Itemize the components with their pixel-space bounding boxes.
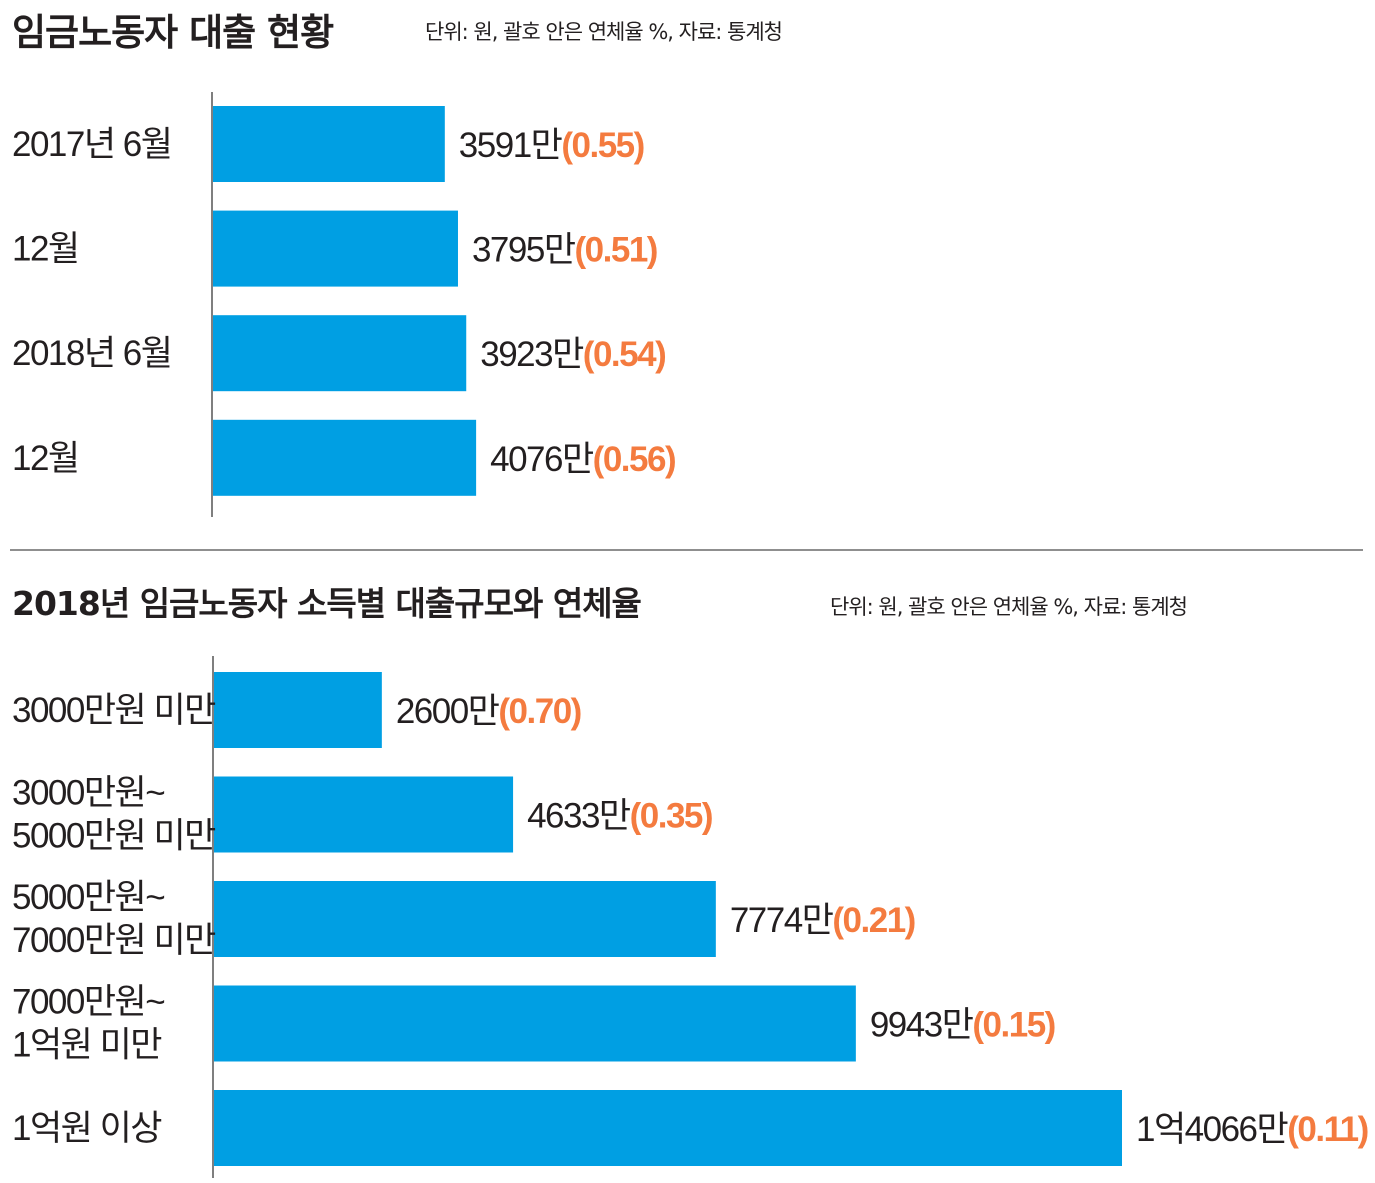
chart2-delinquency-rate-label: (0.15) [972, 1006, 1054, 1045]
chart1-bar [213, 315, 467, 392]
chart2-data-label: 2600만(0.70) [396, 692, 581, 731]
chart2-category-label: 1억원 미만 [12, 1026, 161, 1065]
chart1-category-label: 12월 [12, 230, 79, 269]
chart1-unit-source-note: 단위: 원, 괄호 안은 연체율 %, 자료: 통계청 [425, 20, 783, 44]
chart1-data-label: 3795만(0.51) [472, 231, 657, 270]
chart2-delinquency-rate-label: (0.70) [498, 692, 580, 731]
chart2-amount-label: 1억4066만 [1136, 1110, 1288, 1149]
chart1-category-label: 2017년 6월 [12, 125, 171, 164]
chart1-amount-label: 3591만 [459, 126, 562, 165]
chart2-category-label: 5000만원 미만 [12, 817, 215, 856]
chart2-data-label: 1억4066만(0.11) [1136, 1110, 1368, 1149]
chart2-data-label: 9943만(0.15) [870, 1006, 1055, 1045]
chart1-data-label: 3923만(0.54) [480, 335, 665, 374]
chart2-delinquency-rate-label: (0.11) [1287, 1110, 1368, 1149]
chart2-category-label: 7000만원~ [12, 983, 164, 1022]
chart1-amount-label: 3923만 [480, 335, 583, 374]
chart1-bar [213, 106, 445, 182]
chart1-delinquency-rate-label: (0.55) [561, 126, 643, 165]
chart1-title: 임금노동자 대출 현황 [12, 11, 334, 54]
chart2-title: 2018년 임금노동자 소득별 대출규모와 연체율 [12, 584, 642, 623]
chart2-data-label: 7774만(0.21) [730, 901, 915, 940]
chart2-bar [214, 985, 856, 1062]
chart2-delinquency-rate-label: (0.21) [832, 901, 914, 940]
chart1-category-label: 12월 [12, 439, 79, 478]
chart1-delinquency-rate-label: (0.54) [583, 335, 665, 374]
chart1-data-label: 3591만(0.55) [459, 126, 644, 165]
chart1-bar [213, 419, 477, 496]
section-divider [10, 549, 1363, 551]
chart2-data-label: 4633만(0.35) [527, 797, 712, 836]
chart2-category-label: 7000만원 미만 [12, 921, 215, 960]
chart2-amount-label: 2600만 [396, 692, 499, 731]
chart1-delinquency-rate-label: (0.56) [593, 440, 675, 479]
chart2-bar [214, 881, 716, 957]
chart2-bar [214, 672, 382, 748]
chart2-amount-label: 9943만 [870, 1006, 973, 1045]
chart2-delinquency-rate-label: (0.35) [630, 797, 712, 836]
chart2-category-label: 3000만원~ [12, 774, 164, 813]
chart2-amount-label: 4633만 [527, 797, 630, 836]
chart2-category-label: 1억원 이상 [12, 1109, 161, 1148]
chart2-bar [214, 1090, 1122, 1166]
chart1-amount-label: 3795만 [472, 231, 575, 270]
chart1-category-label: 2018년 6월 [12, 334, 171, 373]
chart1-amount-label: 4076만 [490, 440, 593, 479]
chart2-category-label: 5000만원~ [12, 878, 164, 917]
chart2-bar [214, 776, 514, 853]
chart2-category-label: 3000만원 미만 [12, 691, 215, 730]
chart1-data-label: 4076만(0.56) [490, 440, 675, 479]
chart1-bar [213, 210, 458, 287]
chart2-amount-label: 7774만 [730, 901, 833, 940]
chart1-delinquency-rate-label: (0.51) [575, 231, 657, 270]
chart2-unit-source-note: 단위: 원, 괄호 안은 연체율 %, 자료: 통계청 [830, 595, 1188, 619]
